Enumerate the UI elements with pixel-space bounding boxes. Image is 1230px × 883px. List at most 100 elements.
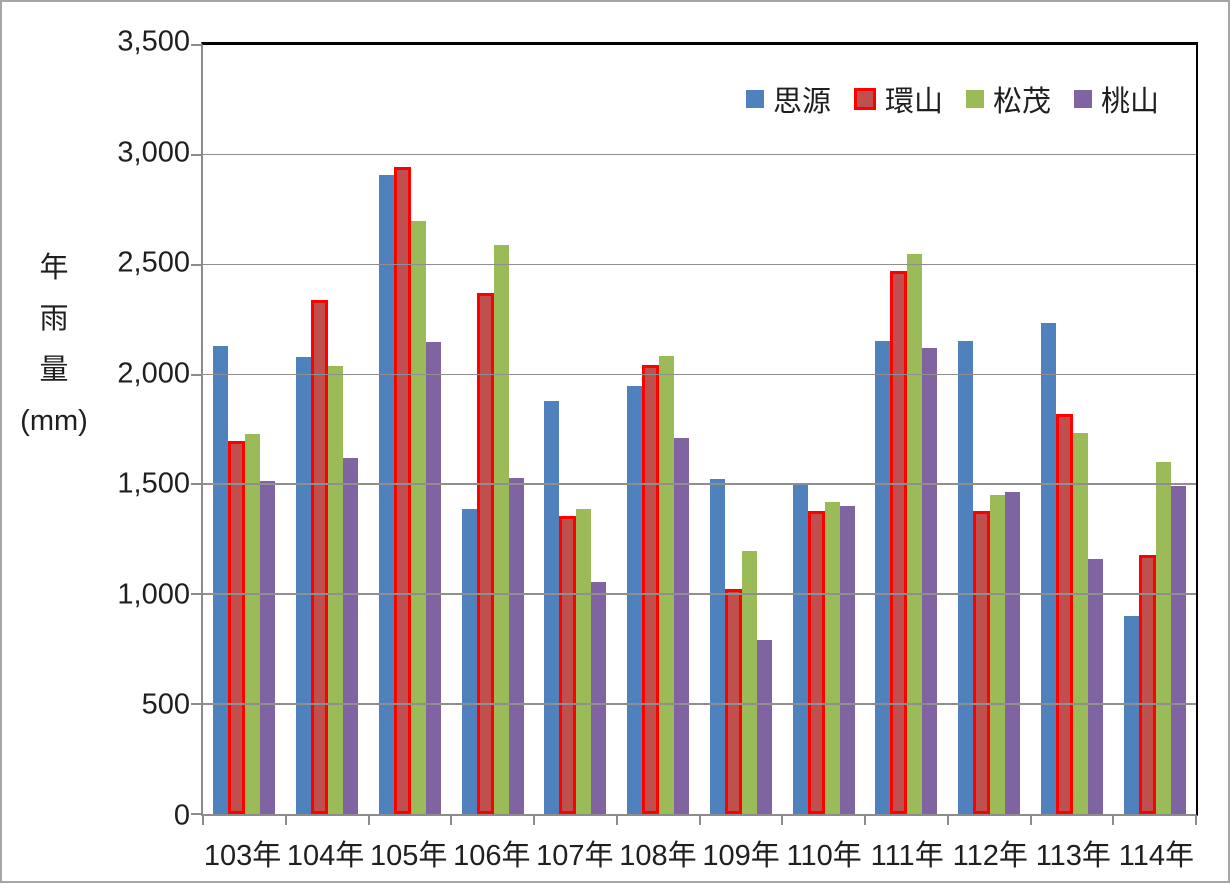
bar-group-111年 (865, 45, 948, 814)
bar-環山-110年 (807, 510, 825, 814)
y-axis-title-line: (mm) (20, 405, 88, 437)
bar-松茂-105年 (410, 220, 426, 814)
bar-group-109年 (700, 45, 783, 814)
x-axis-tick-labels: 103年 104年 105年 106年 107年 108年 109年 110年 111年 112年… (201, 832, 1198, 874)
bar-松茂-110年 (824, 502, 840, 814)
x-axis-tick (781, 816, 784, 825)
bar-環山-108年 (642, 364, 660, 814)
bar-思源-105年 (378, 174, 394, 814)
bar-group-110年 (782, 45, 865, 814)
y-axis-title-line: 年 (39, 252, 69, 284)
bar-環山-107年 (559, 516, 577, 814)
bar-思源-114年 (1123, 616, 1139, 814)
legend-marker-icon (854, 88, 877, 110)
legend-label: 思源 (773, 86, 832, 118)
y-axis-tick (191, 483, 201, 486)
bar-group-114年 (1113, 45, 1196, 814)
bar-group-108年 (617, 45, 700, 814)
y-tick-label: 3,000 (117, 136, 190, 169)
bar-思源-111年 (875, 340, 891, 814)
bar-環山-105年 (393, 166, 411, 814)
x-tick-label: 105年 (370, 840, 448, 872)
y-axis-tick (191, 44, 201, 46)
y-axis-title-line: 雨 (39, 303, 69, 335)
x-tick-label: 104年 (286, 840, 365, 872)
bar-思源-110年 (792, 484, 808, 814)
gridline (203, 703, 1196, 705)
bar-松茂-113年 (1072, 432, 1088, 814)
plot-area (191, 42, 1198, 825)
bar-松茂-106年 (493, 244, 509, 814)
x-axis-tick (533, 816, 535, 825)
x-tick-label: 103年 (203, 840, 282, 872)
x-axis-tick (946, 816, 949, 825)
x-axis-tick (1112, 816, 1115, 825)
legend-item-思源: 思源 (746, 78, 831, 120)
bar-松茂-108年 (659, 355, 675, 814)
y-tick-label: 0 (173, 799, 190, 832)
x-axis-tick (1029, 816, 1032, 825)
gridline (203, 593, 1196, 595)
bar-環山-111年 (890, 271, 908, 814)
bar-思源-107年 (544, 400, 560, 814)
bar-環山-113年 (1055, 414, 1073, 814)
x-tick-label: 113年 (1035, 840, 1111, 872)
bar-桃山-111年 (922, 348, 938, 814)
x-axis-tick (1195, 816, 1197, 825)
bar-松茂-109年 (741, 551, 757, 814)
y-tick-label: 3,500 (117, 25, 190, 58)
x-axis-tick (202, 816, 204, 825)
y-tick-label: 500 (141, 688, 190, 721)
bar-桃山-104年 (343, 458, 359, 814)
bar-環山-104年 (311, 299, 329, 814)
bar-桃山-103年 (260, 481, 276, 814)
bar-環山-106年 (476, 293, 494, 814)
y-axis-title: 年雨量 (mm) (10, 243, 98, 447)
legend-label: 松茂 (993, 86, 1052, 118)
bar-桃山-109年 (756, 640, 772, 814)
y-axis-tick (191, 703, 201, 706)
bar-思源-108年 (627, 385, 643, 814)
bar-松茂-111年 (907, 253, 923, 814)
x-axis-tick (615, 816, 618, 825)
bar-桃山-107年 (591, 582, 607, 814)
bar-桃山-108年 (674, 438, 690, 814)
bar-group-113年 (1031, 45, 1114, 814)
bar-桃山-113年 (1087, 559, 1103, 814)
legend-marker-icon (1074, 90, 1093, 108)
legend-label: 桃山 (1101, 86, 1160, 118)
legend: 思源 環山 松茂 桃山 (746, 82, 1159, 118)
x-tick-label: 111年 (870, 840, 944, 872)
bar-思源-103年 (213, 346, 229, 814)
legend-marker-icon (966, 90, 985, 108)
bar-桃山-106年 (508, 477, 524, 814)
y-tick-label: 1,500 (117, 467, 190, 500)
x-tick-label: 114年 (1118, 840, 1195, 872)
bar-松茂-112年 (990, 495, 1006, 814)
bar-group-112年 (948, 45, 1031, 814)
legend-item-松茂: 松茂 (966, 78, 1051, 120)
x-tick-label: 106年 (453, 840, 531, 872)
y-tick-label: 2,000 (117, 357, 190, 390)
gridline (203, 263, 1196, 266)
gridline (203, 153, 1196, 156)
bar-group-106年 (451, 45, 534, 814)
bar-桃山-110年 (839, 506, 855, 814)
legend-label: 環山 (885, 86, 944, 118)
bar-groups (203, 45, 1196, 814)
x-axis-tick (367, 816, 370, 825)
y-tick-label: 2,500 (117, 246, 190, 279)
legend-item-桃山: 桃山 (1074, 78, 1159, 120)
bar-思源-106年 (461, 508, 477, 814)
gridline (203, 373, 1196, 376)
x-tick-label: 110年 (786, 840, 862, 872)
bar-松茂-103年 (245, 433, 261, 814)
bar-松茂-104年 (328, 365, 344, 814)
y-axis-tick (191, 373, 201, 376)
gridline (203, 483, 1196, 485)
x-tick-label: 107年 (536, 840, 614, 872)
bar-松茂-114年 (1155, 462, 1171, 814)
bar-桃山-114年 (1170, 485, 1186, 814)
y-axis-title-line: 量 (39, 354, 69, 386)
